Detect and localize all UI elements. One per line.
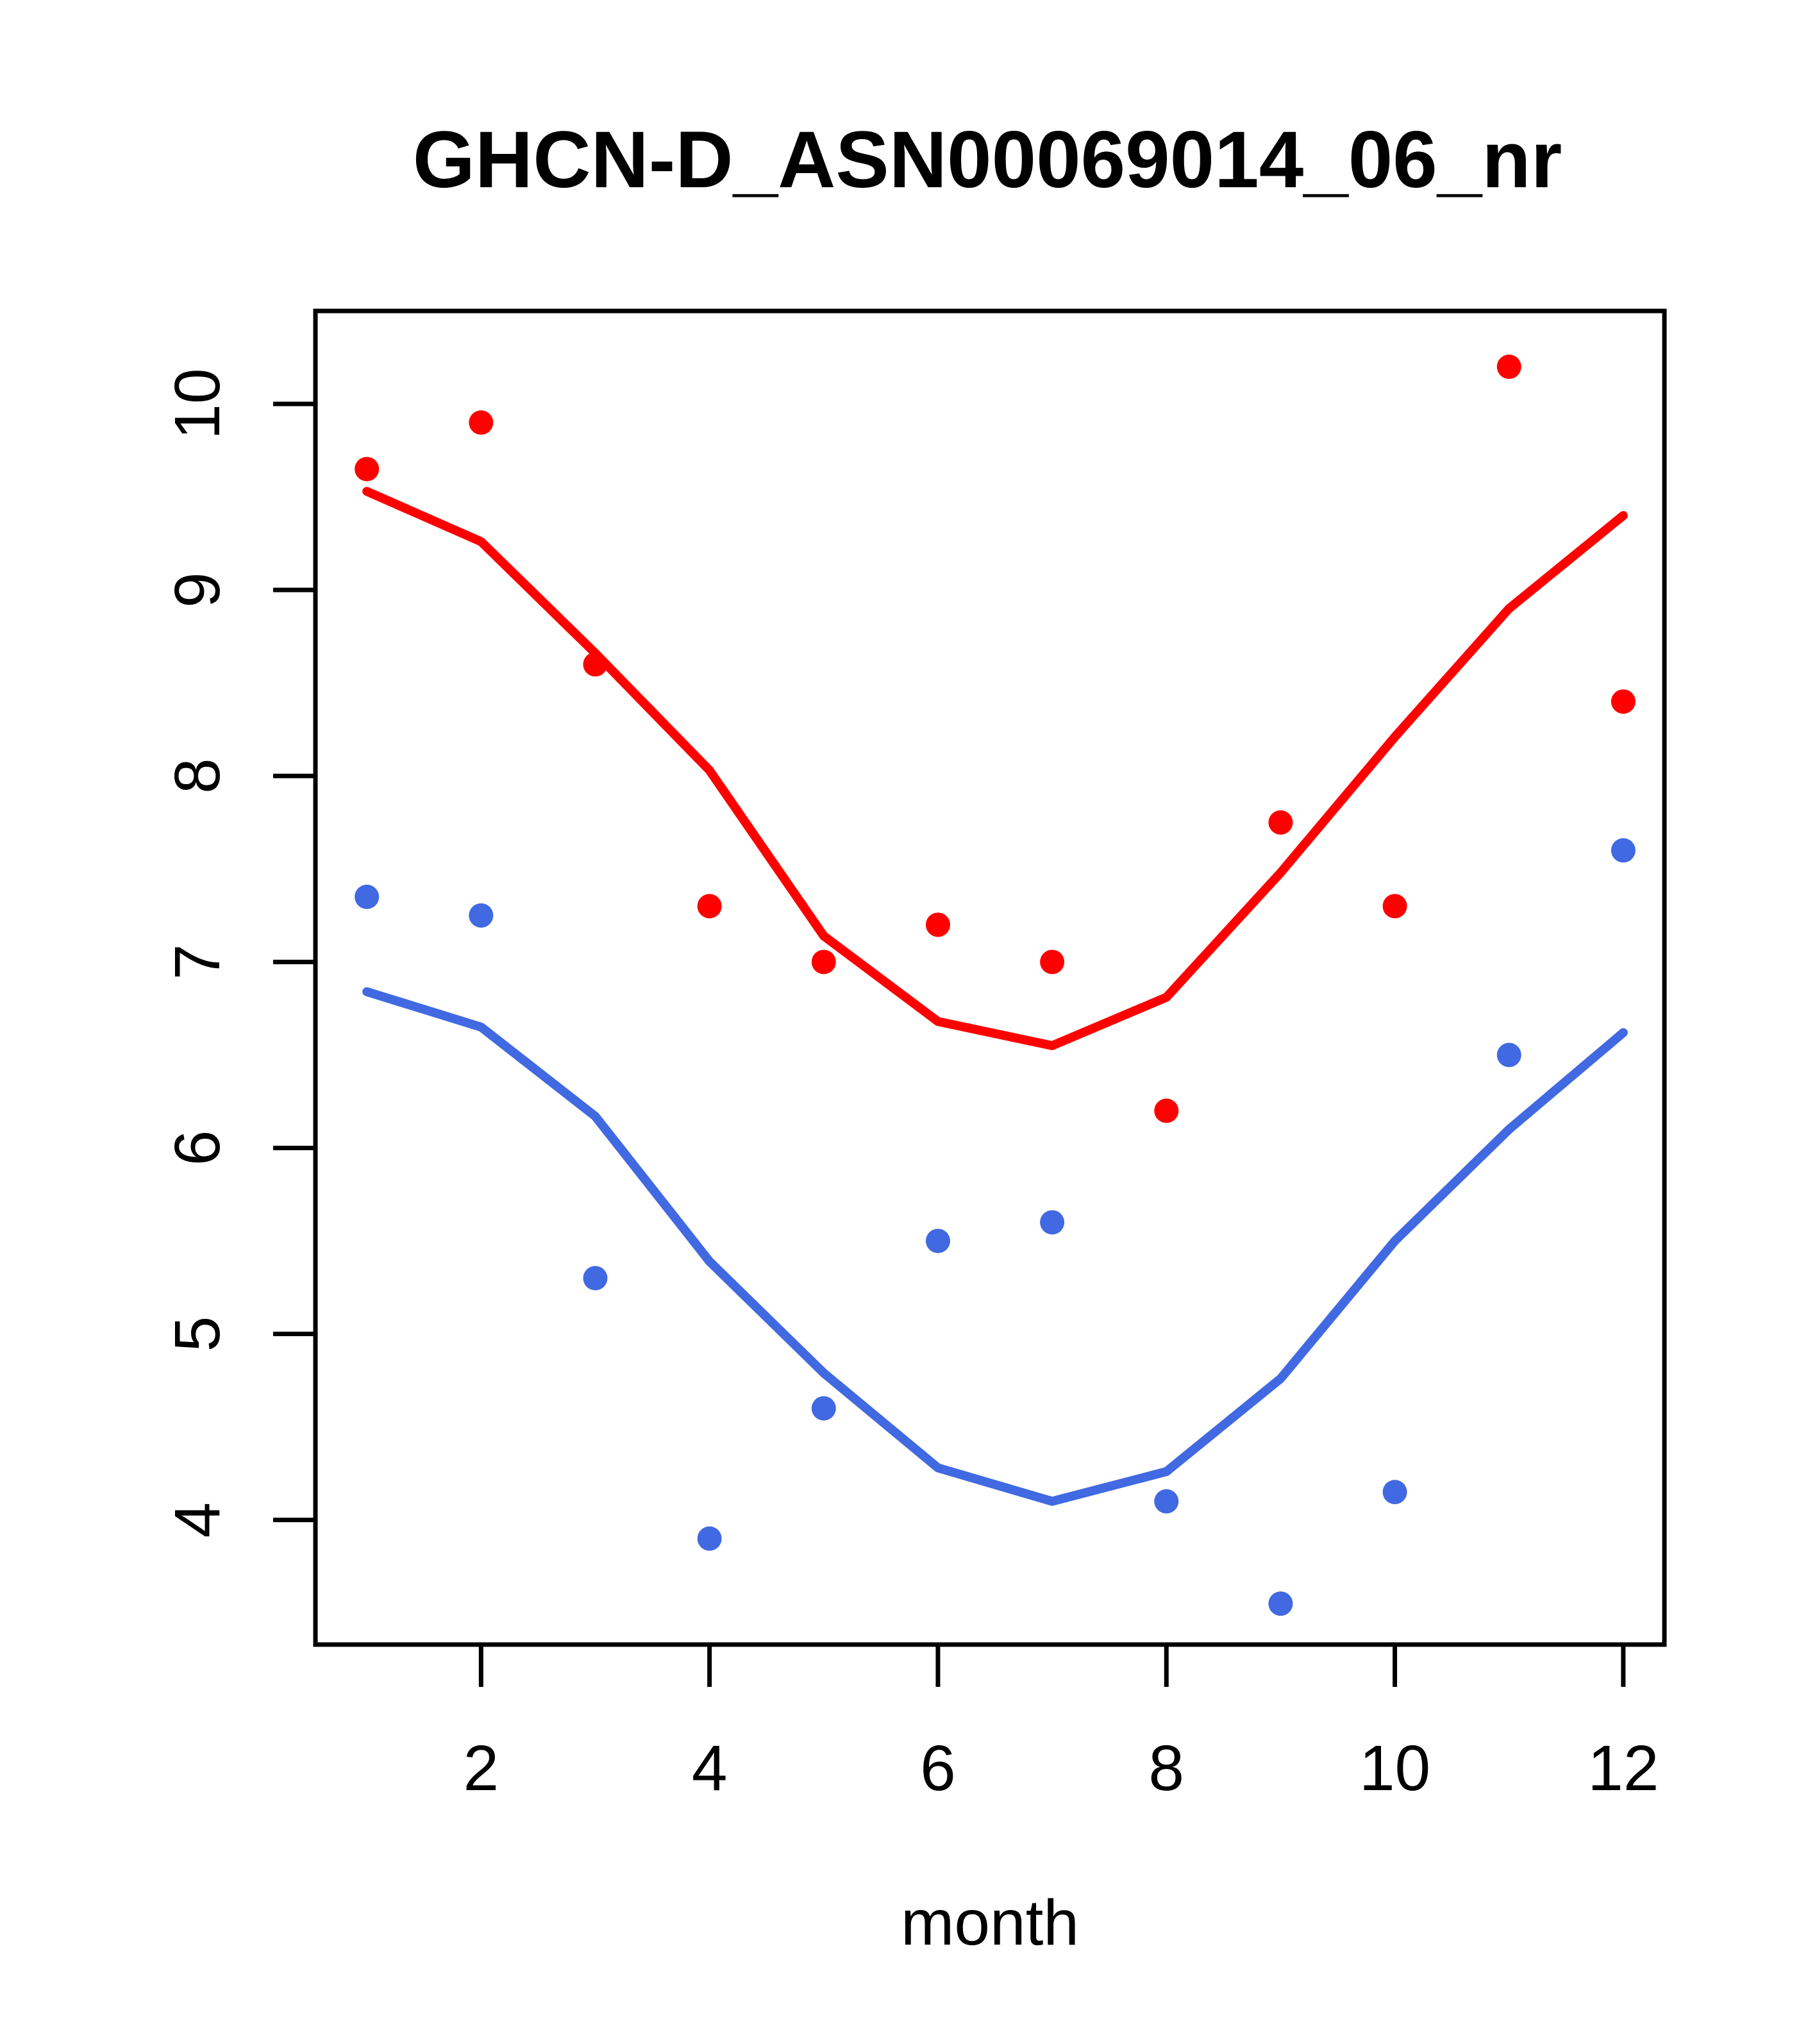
x-tick-label: 2 (464, 1732, 499, 1804)
red-point (697, 894, 722, 919)
y-tick-label: 5 (162, 1316, 233, 1352)
blue-point (1611, 838, 1636, 863)
y-tick-label: 8 (162, 758, 233, 794)
y-tick-label: 9 (162, 572, 233, 608)
red-point (1268, 810, 1293, 835)
x-tick-label: 8 (1148, 1732, 1184, 1804)
red-point (1611, 689, 1636, 714)
x-tick-label: 10 (1359, 1732, 1430, 1804)
red-point (1496, 355, 1521, 380)
x-axis: 2 4 6 8 10 12 (464, 1645, 1659, 1804)
red-point (355, 457, 380, 482)
blue-point (697, 1526, 722, 1551)
blue-point (583, 1266, 608, 1291)
red-point (1382, 894, 1407, 919)
red-point (925, 912, 950, 937)
x-axis-label: month (901, 1887, 1079, 1959)
data-series (355, 355, 1636, 1616)
blue-point (925, 1228, 950, 1253)
blue-smooth-line (362, 987, 1628, 1506)
red-smooth-line (362, 487, 1628, 1050)
y-tick-label: 7 (162, 944, 233, 980)
x-tick-label: 4 (692, 1732, 728, 1804)
y-tick-label: 4 (162, 1502, 233, 1538)
blue-point (355, 884, 380, 909)
red-point (1040, 950, 1065, 975)
blue-point (1040, 1210, 1065, 1235)
blue-point (1268, 1591, 1293, 1616)
blue-point (811, 1396, 836, 1421)
y-axis: 4 5 6 7 8 9 10 (162, 368, 315, 1537)
blue-point (1382, 1480, 1407, 1505)
red-point (811, 950, 836, 975)
blue-point (469, 903, 494, 928)
x-tick-label: 6 (920, 1732, 956, 1804)
blue-point (1154, 1489, 1179, 1514)
red-point (1154, 1098, 1179, 1123)
blue-point (1496, 1043, 1521, 1068)
y-tick-label: 6 (162, 1130, 233, 1166)
y-tick-label: 10 (162, 368, 233, 439)
red-point (469, 410, 494, 435)
chart-title: GHCN-D_ASN00069014_06_nr (413, 115, 1562, 205)
x-tick-label: 12 (1587, 1732, 1659, 1804)
plot-frame (313, 308, 1667, 1647)
